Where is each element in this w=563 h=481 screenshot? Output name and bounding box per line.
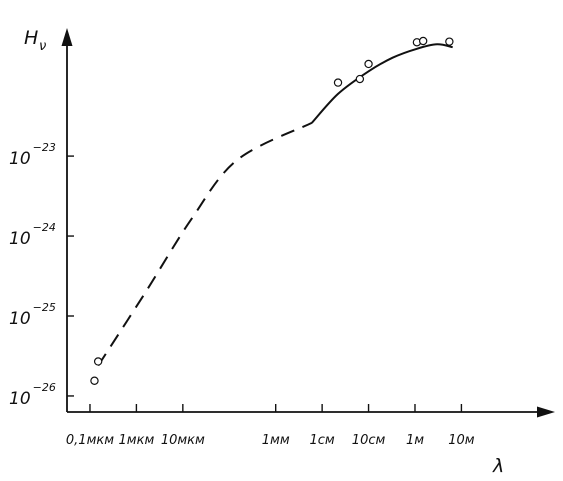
series-solid-curve (311, 43, 453, 124)
y-axis-title: H (24, 27, 38, 49)
data-point-4 (364, 59, 373, 69)
x-tick-label-5: 10см (352, 433, 386, 448)
y-tick-label-3: 10−23 (9, 141, 56, 169)
x-tick-label-0: 0,1мкм (66, 433, 114, 448)
points-layer (90, 36, 454, 385)
tick-label-layer: 10−26 10−25 10−24 10−23 0,1мкм 1мкм 10мкм 1мм 1с… (9, 141, 475, 448)
x-tick-label-3: 1мм (262, 433, 290, 448)
data-point-0 (93, 357, 103, 366)
x-axis-title: λ (492, 455, 504, 477)
grid-layer (67, 155, 463, 412)
data-point-1 (90, 376, 99, 385)
x-tick-label-4: 1см (310, 433, 335, 448)
y-tick-label-2: 10−24 (9, 221, 56, 249)
x-tick-label-7: 10м (448, 433, 475, 448)
x-axis-arrowhead (537, 406, 555, 418)
x-tick-label-6: 1м (406, 433, 424, 448)
data-point-6 (418, 36, 428, 46)
y-axis-arrowhead (61, 28, 73, 46)
series-layer (97, 43, 453, 367)
x-tick-label-1: 1мкм (119, 433, 155, 448)
y-axis-title-subscript: ν (39, 39, 46, 54)
data-point-7 (445, 37, 454, 46)
series-dashed-curve (97, 122, 313, 367)
y-tick-label-1: 10−25 (9, 301, 56, 329)
data-point-2 (333, 78, 343, 87)
data-point-3 (355, 74, 365, 84)
x-tick-label-2: 10мкм (161, 433, 205, 448)
y-tick-label-0: 10−26 (9, 381, 56, 409)
